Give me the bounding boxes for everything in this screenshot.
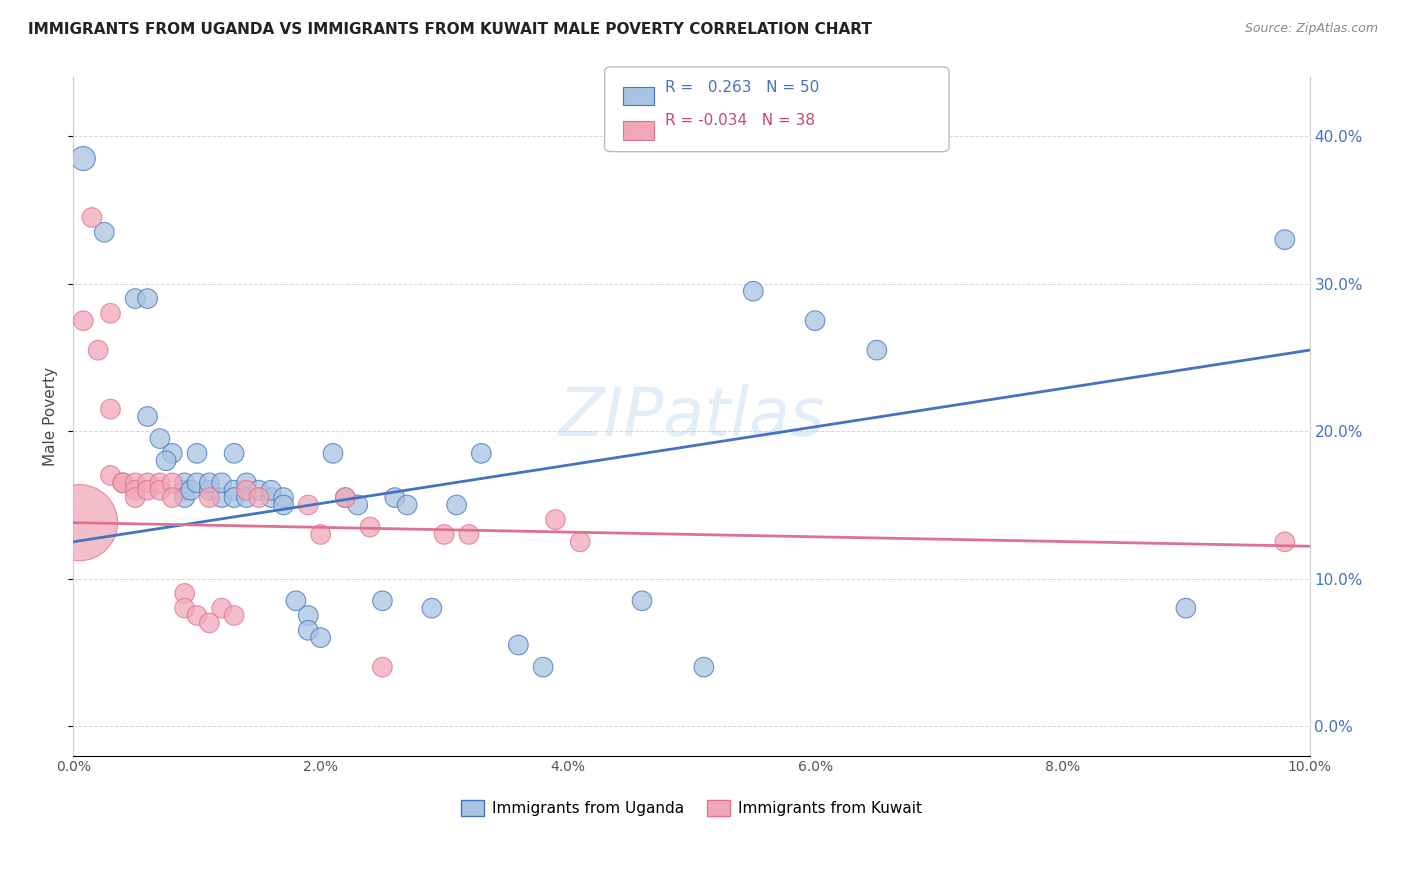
Point (371, 594, 394, 608)
Point (149, 432, 172, 446)
Point (420, 601, 443, 615)
Point (211, 601, 233, 615)
Point (273, 498, 295, 512)
Point (260, 483, 283, 498)
Point (309, 527, 332, 541)
Point (309, 631, 332, 645)
Point (87, 343, 110, 358)
Point (198, 615, 221, 630)
Text: Source: ZipAtlas.com: Source: ZipAtlas.com (1244, 22, 1378, 36)
Point (396, 498, 419, 512)
Point (72, 152, 94, 166)
Point (235, 483, 257, 498)
Point (470, 446, 492, 460)
Point (1274, 534, 1296, 549)
Point (335, 491, 357, 505)
Point (804, 314, 827, 328)
Point (322, 446, 344, 460)
Point (359, 520, 381, 534)
Y-axis label: Male Poverty: Male Poverty (44, 367, 58, 466)
Point (162, 475, 184, 490)
Point (173, 586, 195, 600)
Point (211, 475, 233, 490)
Point (100, 402, 122, 417)
Point (124, 483, 146, 498)
Point (111, 475, 134, 490)
Point (198, 475, 221, 490)
Point (100, 306, 122, 320)
Point (186, 608, 208, 623)
Point (458, 527, 481, 541)
Point (569, 534, 592, 549)
Point (173, 483, 195, 498)
Point (446, 498, 468, 512)
Text: IMMIGRANTS FROM UGANDA VS IMMIGRANTS FROM KUWAIT MALE POVERTY CORRELATION CHART: IMMIGRANTS FROM UGANDA VS IMMIGRANTS FRO… (28, 22, 872, 37)
Point (72, 314, 94, 328)
Point (162, 446, 184, 460)
Point (742, 284, 765, 298)
Point (297, 608, 319, 623)
Point (80, 211, 103, 225)
Text: R =   0.263   N = 50: R = 0.263 N = 50 (665, 80, 820, 95)
Point (198, 491, 221, 505)
Point (222, 446, 245, 460)
Point (136, 292, 159, 306)
Legend: Immigrants from Uganda, Immigrants from Kuwait: Immigrants from Uganda, Immigrants from … (456, 794, 928, 822)
Point (260, 491, 283, 505)
Point (222, 608, 245, 623)
Point (508, 638, 530, 652)
Point (100, 468, 122, 483)
Point (335, 491, 357, 505)
Point (866, 343, 889, 358)
Point (173, 491, 195, 505)
Point (284, 594, 307, 608)
Point (384, 491, 406, 505)
Point (124, 292, 146, 306)
Point (297, 498, 319, 512)
Point (631, 594, 654, 608)
Text: R = -0.034   N = 38: R = -0.034 N = 38 (665, 113, 815, 128)
Point (211, 491, 233, 505)
Point (136, 483, 159, 498)
Point (544, 513, 567, 527)
Point (111, 475, 134, 490)
Point (162, 491, 184, 505)
Point (69, 516, 91, 530)
Point (186, 446, 208, 460)
Point (136, 409, 159, 424)
Point (247, 483, 270, 498)
Point (124, 475, 146, 490)
Point (346, 498, 368, 512)
Point (222, 491, 245, 505)
Point (433, 527, 456, 541)
Point (1274, 233, 1296, 247)
Point (136, 475, 159, 490)
Point (93, 225, 115, 239)
Point (247, 491, 270, 505)
Point (693, 660, 716, 674)
Point (173, 475, 195, 490)
Point (273, 491, 295, 505)
Point (531, 660, 554, 674)
Point (198, 483, 221, 498)
Point (1174, 601, 1197, 615)
Text: ZIPatlas: ZIPatlas (558, 384, 825, 450)
Point (297, 624, 319, 638)
Point (371, 660, 394, 674)
Point (235, 491, 257, 505)
Point (235, 475, 257, 490)
Point (173, 601, 195, 615)
Point (149, 483, 172, 498)
Point (180, 483, 202, 498)
Point (124, 491, 146, 505)
Point (155, 454, 177, 468)
Point (186, 475, 208, 490)
Point (111, 475, 134, 490)
Point (222, 483, 245, 498)
Point (149, 475, 172, 490)
